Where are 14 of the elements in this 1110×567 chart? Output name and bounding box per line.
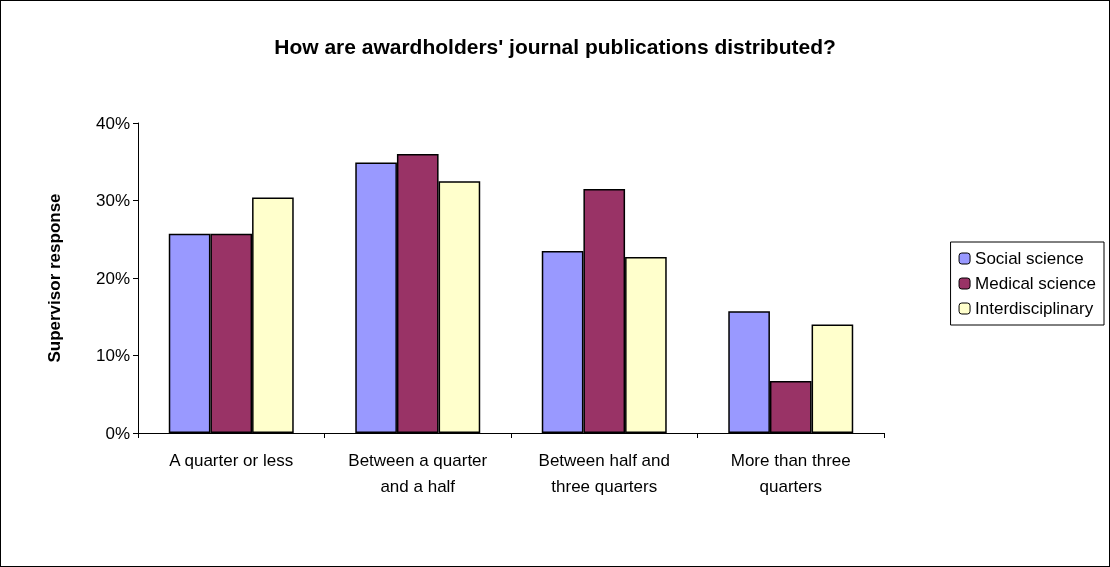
x-tick-label: Between a quarter and a half [348, 450, 488, 496]
legend-label: Social science [975, 249, 1084, 268]
y-tick-label: 40% [95, 113, 130, 133]
y-tick-label: 30% [95, 191, 130, 210]
x-tick-label: Between half and three quarters [538, 450, 670, 496]
y-tick-label: 10% [95, 346, 130, 365]
y-tick-label: 20% [95, 268, 130, 288]
chart-title: How are awardholders' journal publications distributed? [274, 35, 836, 58]
x-tick-label: More than three quarters [730, 450, 851, 496]
legend-label: Medical science [975, 274, 1097, 293]
x-tick-label: A quarter or less [169, 450, 294, 470]
y-tick-label: 0% [105, 423, 130, 443]
legend-label: Interdisciplinary [975, 299, 1094, 318]
y-axis-title: Supervisor response [45, 193, 64, 363]
